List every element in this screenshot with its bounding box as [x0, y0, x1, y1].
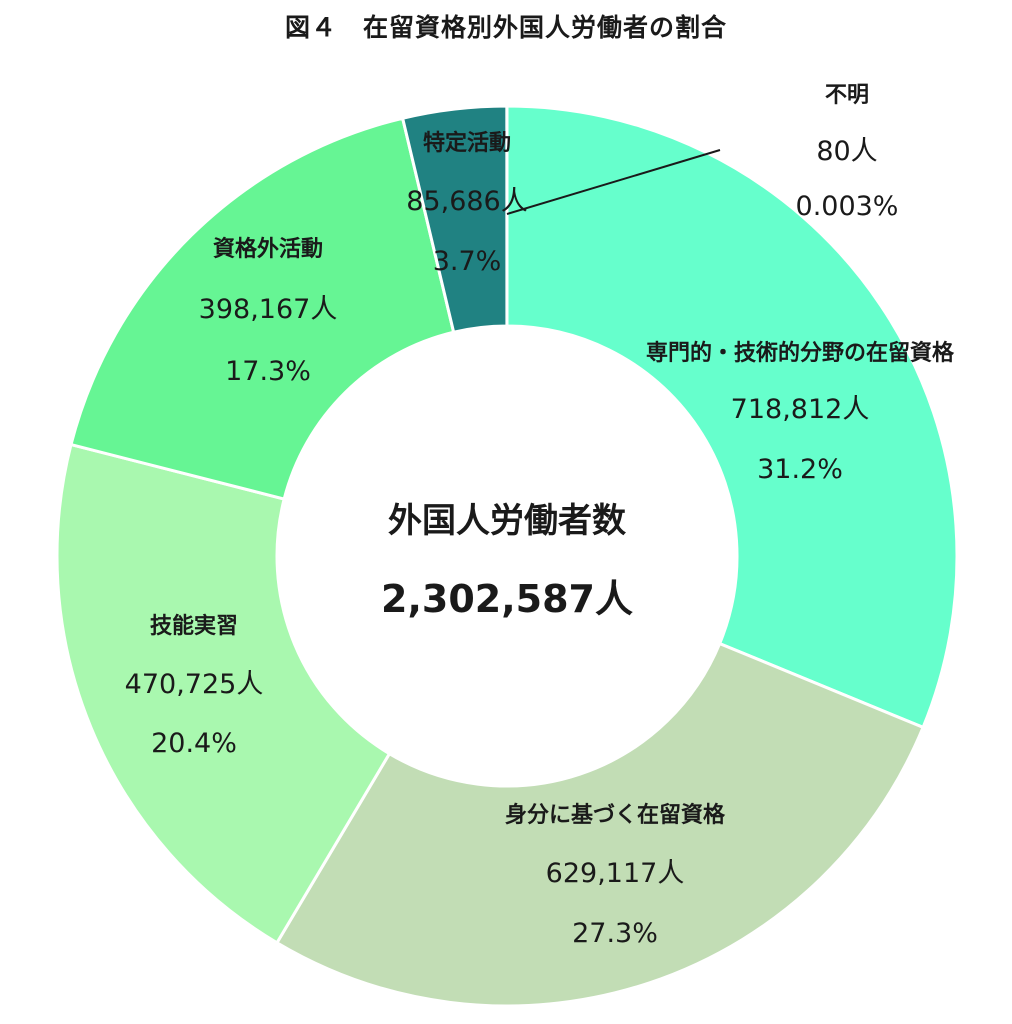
slice-name-label: 不明	[825, 83, 869, 108]
slice-percent-label: 20.4%	[151, 728, 237, 759]
slice-value-label: 470,725人	[125, 669, 264, 700]
center-total: 2,302,587人	[381, 577, 633, 621]
label-ginou: 技能実習 470,725人 20.4%	[125, 613, 264, 759]
slice-name-label: 専門的・技術的分野の在留資格	[646, 340, 955, 366]
slice-percent-label: 0.003%	[796, 191, 899, 222]
slice-percent-label: 27.3%	[572, 918, 658, 949]
slice-percent-label: 3.7%	[433, 246, 502, 277]
slice-name-label: 特定活動	[423, 130, 511, 156]
label-senmon: 専門的・技術的分野の在留資格 718,812人 31.2%	[646, 340, 955, 485]
label-fumei: 不明 80人 0.003%	[796, 83, 899, 222]
slice-value-label: 85,686人	[406, 186, 527, 217]
leader-line-unknown	[506, 149, 721, 215]
label-tokutei: 特定活動 85,686人 3.7%	[406, 130, 527, 277]
donut-slice-2	[55, 442, 392, 945]
donut-slice-1	[274, 641, 926, 1008]
slice-name-label: 身分に基づく在留資格	[505, 802, 726, 828]
label-mibun: 身分に基づく在留資格 629,117人 27.3%	[505, 802, 726, 949]
donut-slices	[55, 104, 959, 1008]
label-shikakugai: 資格外活動 398,167人 17.3%	[199, 236, 338, 387]
center-label: 外国人労働者数	[388, 501, 626, 541]
donut-slice-0	[505, 104, 959, 730]
slice-value-label: 629,117人	[546, 858, 685, 889]
slice-value-label: 718,812人	[731, 394, 870, 425]
slice-percent-label: 31.2%	[757, 454, 843, 485]
chart-title: 図４ 在留資格別外国人労働者の割合	[284, 13, 727, 42]
slice-value-label: 398,167人	[199, 294, 338, 325]
donut-slice-3	[69, 116, 456, 501]
slice-percent-label: 17.3%	[225, 356, 311, 387]
slice-value-label: 80人	[816, 136, 877, 167]
slice-name-label: 技能実習	[150, 613, 238, 639]
slice-name-label: 資格外活動	[213, 236, 323, 262]
